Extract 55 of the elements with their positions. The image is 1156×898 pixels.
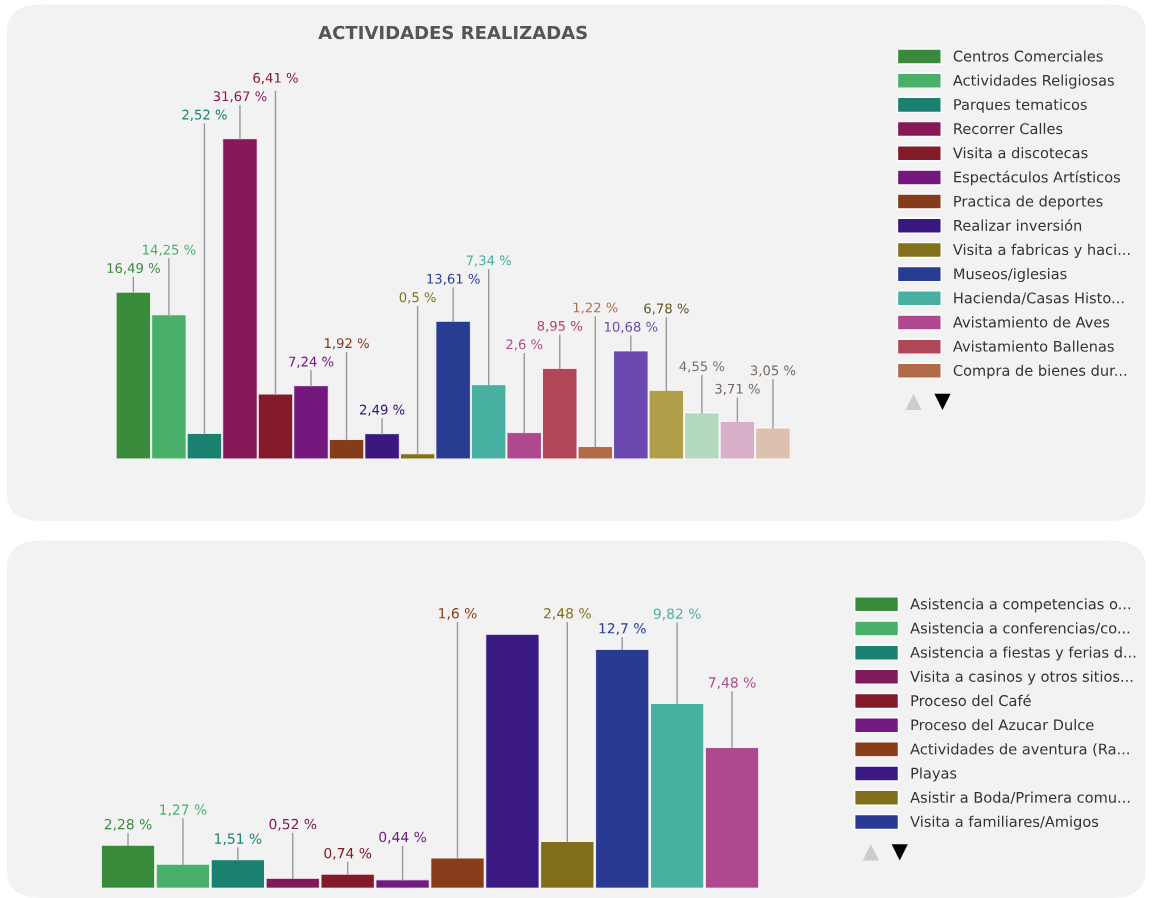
legend-label: Museos/iglesias xyxy=(954,267,1067,283)
legend-label: Realizar inversión xyxy=(954,219,1082,231)
data-label: 10,68 % xyxy=(605,321,658,334)
data-label: 16,49 % xyxy=(107,263,160,275)
legend-label: Asistencia a competencias o... xyxy=(910,598,1131,613)
data-label: 1,22 % xyxy=(573,302,618,314)
data-label: 8,95 % xyxy=(537,320,583,333)
legend-label: Avistamiento Ballenas xyxy=(953,340,1114,352)
legend-label: Actividades de aventura (Ra... xyxy=(910,743,1129,757)
data-label: 1,92 % xyxy=(324,338,369,350)
data-label: 3,71 % xyxy=(715,383,760,396)
legend-label: Proceso del Azucar Dulce xyxy=(911,719,1094,731)
data-label: 4,55 % xyxy=(679,361,725,373)
legend-label: Visita a discotecas xyxy=(953,147,1088,159)
legend-label: Visita a fabricas y haci... xyxy=(953,243,1130,258)
legend-label: Visita a familiares/Amigos xyxy=(910,815,1099,830)
legend-label: Practica de deportes xyxy=(954,195,1103,210)
chart-title: ACTIVIDADES REALIZADAS xyxy=(318,25,587,40)
legend-label: Asistencia a fiestas y ferias d... xyxy=(910,646,1136,661)
legend-label: Recorrer Calles xyxy=(954,122,1063,135)
data-label: 2,49 % xyxy=(360,404,405,416)
legend-label: Parques tematicos xyxy=(954,98,1087,113)
data-label: 14,25 % xyxy=(143,244,196,256)
data-label: 7,34 % xyxy=(466,255,512,267)
legend-label: Actividades Religiosas xyxy=(953,74,1114,89)
data-label: 2,6 % xyxy=(506,339,543,351)
data-label: 0,5 % xyxy=(399,292,436,304)
data-label: 2,28 % xyxy=(104,818,152,831)
legend-label: Asistir a Boda/Primera comu... xyxy=(910,791,1130,804)
data-label: 7,24 % xyxy=(289,356,334,368)
data-label: 6,78 % xyxy=(644,303,689,315)
legend-label: Hacienda/Casas Histo... xyxy=(954,292,1124,305)
data-label: 0,52 % xyxy=(269,818,317,831)
data-label: 13,61 % xyxy=(427,273,480,286)
data-label: 1,51 % xyxy=(215,833,262,846)
data-label: 1,27 % xyxy=(160,804,207,817)
legend-label: Compra de bienes dur... xyxy=(953,364,1127,379)
legend-label: Centros Comerciales xyxy=(953,50,1103,62)
data-label: 3,05 % xyxy=(750,365,796,377)
legend-label: Asistencia a conferencias/co... xyxy=(910,622,1130,635)
data-label: 31,67 % xyxy=(213,91,267,103)
data-label: 6,41 % xyxy=(253,72,298,85)
legend-label: Proceso del Café xyxy=(911,694,1031,707)
data-label: 12,7 % xyxy=(599,623,646,635)
legend-label: Espectáculos Artísticos xyxy=(954,170,1120,186)
data-label: 7,48 % xyxy=(708,677,756,690)
legend-label: Visita a casinos y otros sitios... xyxy=(910,670,1133,685)
data-label: 1,6 % xyxy=(439,608,477,620)
legend-label: Avistamiento de Aves xyxy=(953,316,1110,328)
data-label: 2,48 % xyxy=(544,608,591,620)
data-label: 9,82 % xyxy=(653,608,701,621)
legend-label: Playas xyxy=(911,767,957,782)
data-label: 0,74 % xyxy=(324,847,372,860)
data-label: 2,52 % xyxy=(182,109,227,121)
data-label: 0,44 % xyxy=(379,831,427,844)
